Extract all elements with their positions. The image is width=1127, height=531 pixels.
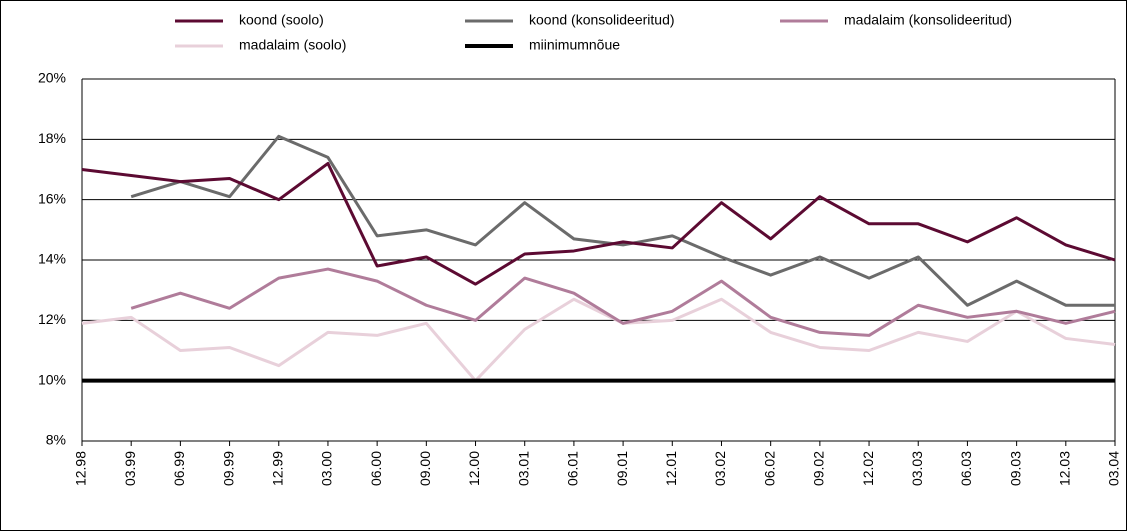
x-tick-label: 12.00 — [466, 451, 482, 486]
x-tick-label: 12.01 — [663, 451, 679, 486]
y-tick-label: 10% — [38, 371, 66, 387]
x-tick-label: 06.00 — [368, 451, 384, 486]
legend-label: miinimumnõue — [529, 37, 620, 53]
series-line — [130, 134, 1115, 307]
series-line — [81, 161, 1116, 286]
x-tick-label: 06.99 — [171, 451, 187, 486]
y-tick-label: 16% — [38, 190, 66, 206]
x-tick-label: 06.02 — [761, 451, 777, 486]
x-tick-label: 09.01 — [614, 451, 630, 486]
x-tick-label: 03.00 — [319, 451, 335, 486]
y-tick-label: 20% — [38, 70, 66, 86]
legend-label: koond (konsolideeritud) — [529, 12, 675, 28]
y-tick-label: 18% — [38, 130, 66, 146]
legend-label: madalaim (soolo) — [239, 37, 346, 53]
x-tick-label: 06.01 — [565, 451, 581, 486]
x-tick-label: 09.00 — [417, 451, 433, 486]
x-tick-label: 12.99 — [269, 451, 285, 486]
y-tick-label: 8% — [46, 432, 66, 448]
x-tick-label: 03.04 — [1106, 451, 1122, 486]
x-tick-label: 12.02 — [860, 451, 876, 486]
x-tick-label: 03.03 — [909, 451, 925, 486]
y-tick-label: 14% — [38, 251, 66, 267]
legend-label: koond (soolo) — [239, 12, 324, 28]
x-tick-label: 03.99 — [122, 451, 138, 486]
x-tick-label: 06.03 — [958, 451, 974, 486]
x-tick-label: 03.01 — [515, 451, 531, 486]
x-tick-label: 09.99 — [220, 451, 236, 486]
x-tick-label: 09.02 — [811, 451, 827, 486]
series-line — [81, 297, 1116, 383]
x-tick-label: 12.03 — [1057, 451, 1073, 486]
legend-label: madalaim (konsolideeritud) — [844, 12, 1012, 28]
y-tick-label: 12% — [38, 311, 66, 327]
x-tick-label: 12.98 — [73, 451, 89, 486]
x-tick-label: 09.03 — [1007, 451, 1023, 486]
series-line — [130, 267, 1116, 337]
x-tick-label: 03.02 — [712, 451, 728, 486]
